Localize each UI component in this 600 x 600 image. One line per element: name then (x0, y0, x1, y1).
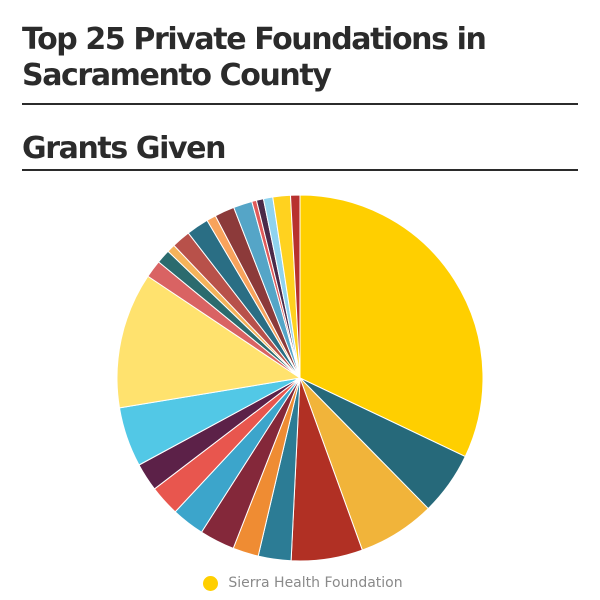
pie-slice-25[interactable] (289, 194, 301, 379)
title-divider (22, 103, 578, 105)
pie-slice-1[interactable] (299, 194, 484, 458)
pie-slice-12[interactable] (116, 275, 301, 409)
legend-label: Sierra Health Foundation (228, 575, 403, 591)
chart-legend: Sierra Health Foundation (0, 572, 600, 594)
chart-subtitle: Grants Given (22, 131, 226, 166)
subtitle-divider (22, 169, 578, 171)
page-title: Top 25 Private Foundations in Sacramento… (22, 22, 487, 93)
legend-item-sierra-health-foundation[interactable]: Sierra Health Foundation (197, 575, 403, 591)
legend-swatch (203, 575, 219, 591)
